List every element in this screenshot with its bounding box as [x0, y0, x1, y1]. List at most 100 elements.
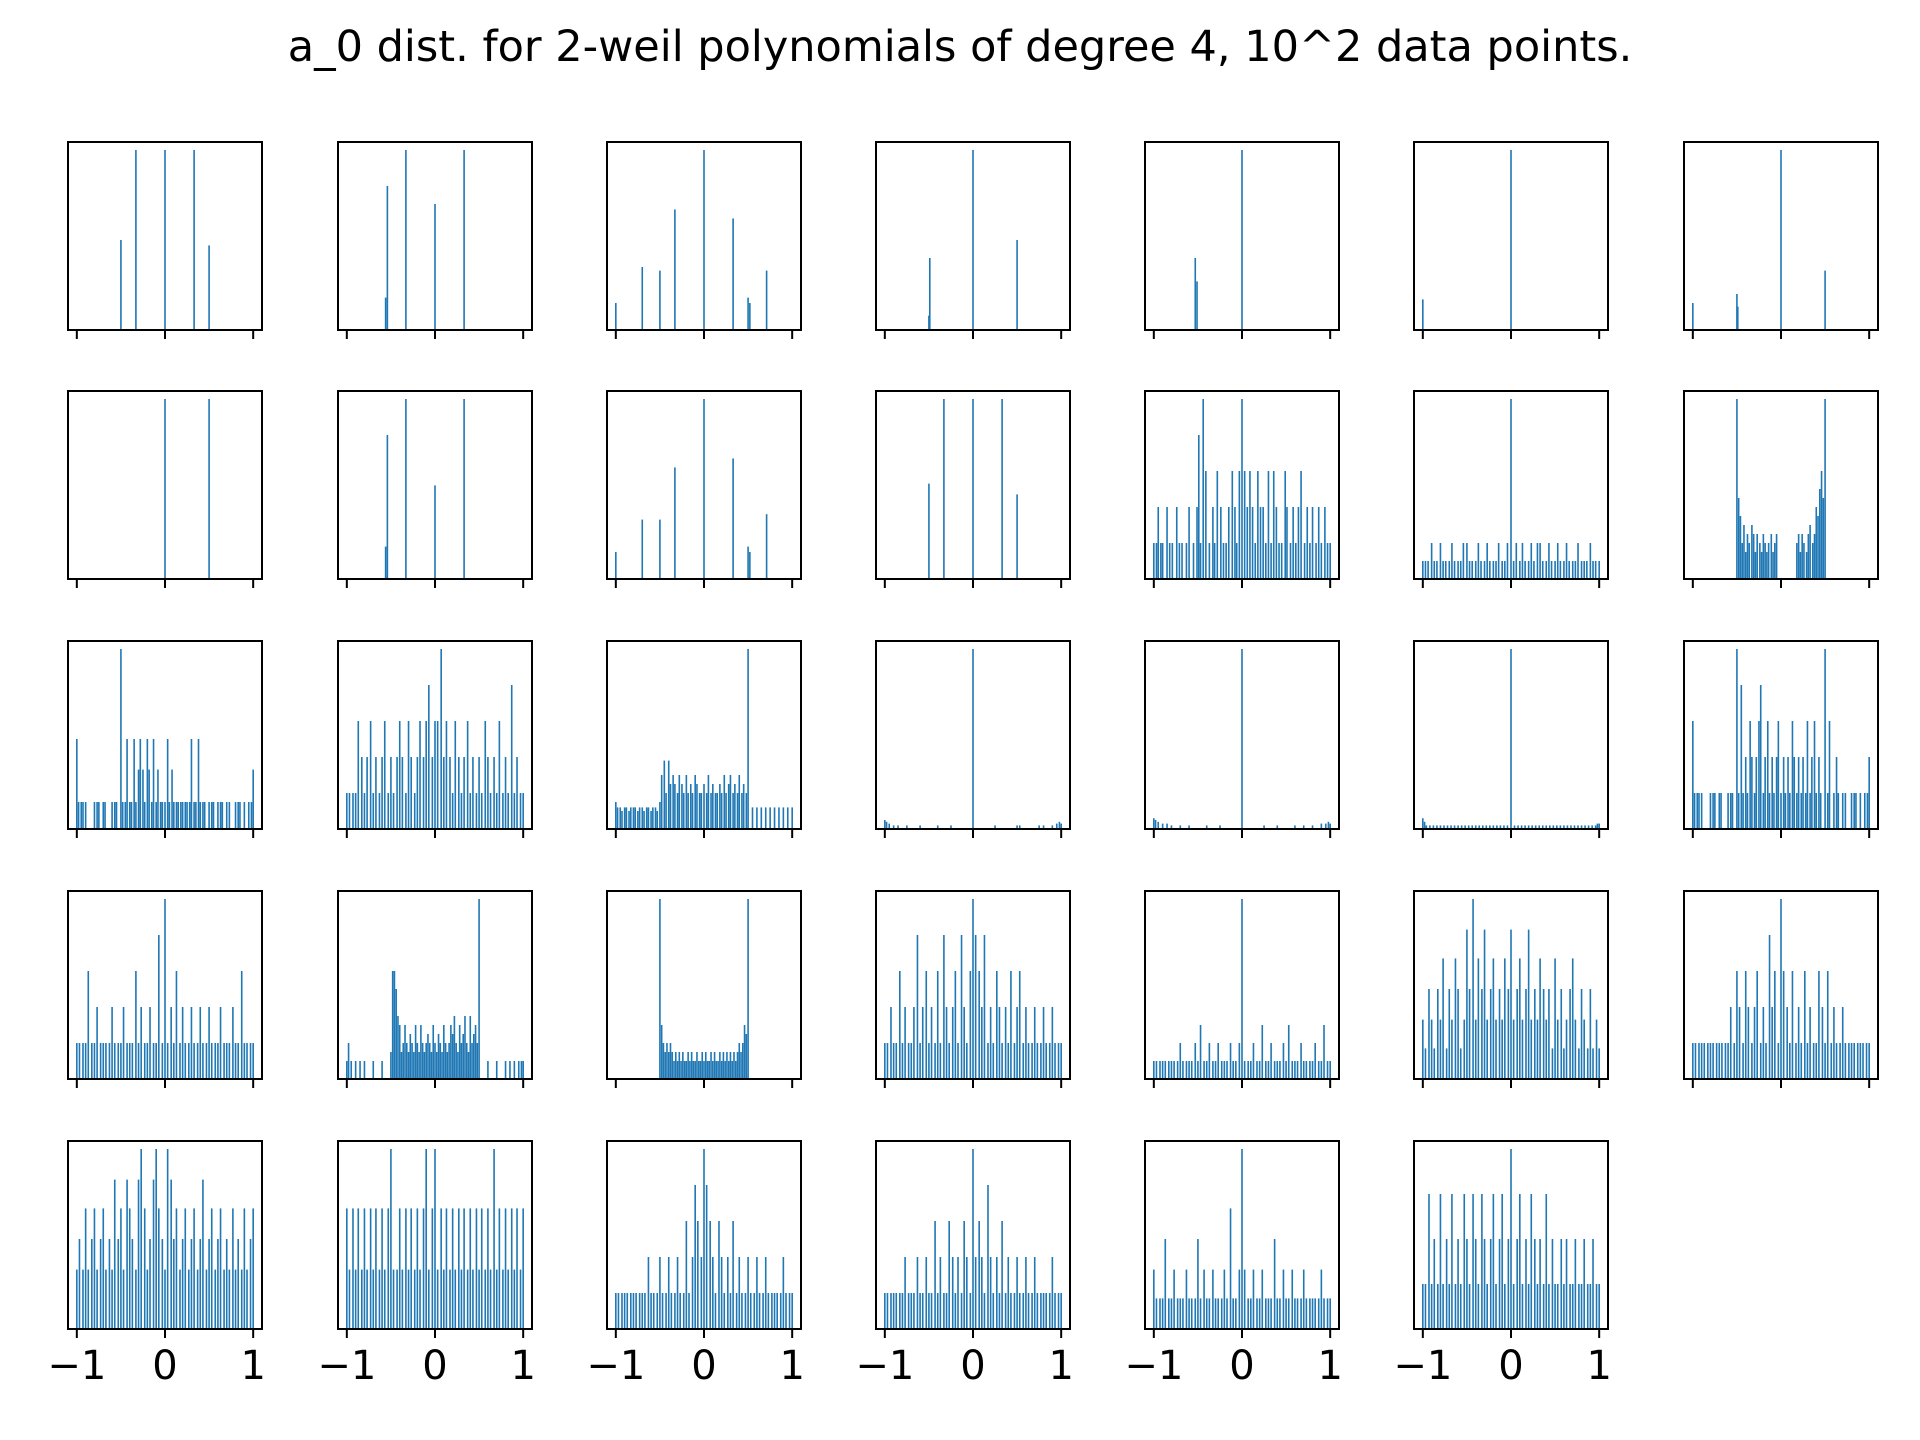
histogram-bar	[1504, 561, 1506, 579]
histogram-bar	[1256, 1061, 1258, 1079]
histogram-bar	[140, 1149, 142, 1329]
histogram-bar	[1238, 471, 1241, 579]
histogram-bar	[475, 1208, 478, 1329]
histogram-bar	[1492, 825, 1495, 829]
histogram-bar	[228, 1043, 231, 1079]
histogram-bar	[161, 1239, 164, 1329]
histogram-bar	[1556, 825, 1558, 829]
histogram-bar	[734, 1061, 737, 1079]
histogram-bar	[1294, 1061, 1296, 1079]
histogram-bar	[1279, 1061, 1281, 1079]
histogram-bar	[1324, 823, 1327, 829]
histogram-bar	[910, 1293, 913, 1329]
histogram-bar	[1554, 561, 1556, 579]
histogram-bar	[214, 1043, 217, 1079]
histogram-bar	[1762, 534, 1765, 579]
histogram-bar	[1492, 561, 1495, 579]
histogram-bar	[1004, 1293, 1007, 1329]
histogram-bar	[1425, 825, 1428, 829]
histogram-bar	[1185, 543, 1188, 579]
histogram-bar	[644, 1293, 646, 1329]
histogram-bar	[173, 802, 175, 829]
histogram-bar	[405, 150, 407, 330]
histogram-bar	[1804, 793, 1807, 829]
histogram-bar	[732, 1221, 734, 1329]
histogram-bar	[749, 552, 751, 579]
histogram-bar	[722, 1052, 725, 1079]
histogram-bar	[1536, 543, 1539, 579]
histogram-bar	[1539, 543, 1541, 579]
histogram-bar	[939, 1043, 942, 1079]
histogram-bar	[1744, 552, 1747, 579]
histogram-bar	[1241, 1149, 1243, 1329]
x-tick-label: −1	[47, 1343, 106, 1389]
histogram-bar	[1495, 561, 1497, 579]
histogram-bar	[440, 1208, 442, 1329]
histogram-bar	[1296, 1298, 1299, 1329]
histogram-bar	[425, 1149, 427, 1329]
histogram-bar	[1510, 1149, 1512, 1329]
histogram-bar	[347, 1043, 350, 1079]
histogram-bar	[199, 1007, 202, 1079]
histogram-bar	[1749, 721, 1751, 829]
histogram-bar	[727, 1061, 730, 1079]
histogram-bar	[420, 1025, 422, 1079]
histogram-bar	[175, 802, 178, 829]
histogram-bar	[1777, 721, 1780, 829]
histogram-bar	[348, 1269, 351, 1329]
histogram-bar	[1203, 1269, 1205, 1329]
histogram-bar	[1329, 1061, 1331, 1079]
histogram-bar	[458, 757, 460, 829]
histogram-bar	[1841, 793, 1844, 829]
histogram-bar	[690, 1052, 693, 1079]
histogram-bar	[193, 802, 195, 829]
histogram-bar	[1166, 507, 1168, 579]
histogram-bar	[1250, 1298, 1252, 1329]
histogram-bar	[1703, 1043, 1706, 1079]
x-tick-label: 1	[1048, 1343, 1073, 1389]
histogram-bar	[788, 1293, 791, 1329]
histogram-bar	[899, 971, 901, 1079]
histogram-bar	[1232, 1298, 1234, 1329]
histogram-bar	[1045, 1043, 1047, 1079]
histogram-bar	[682, 1052, 684, 1079]
histogram-bar	[981, 1007, 983, 1079]
histogram-bar	[720, 1061, 723, 1079]
histogram-bar	[1016, 1257, 1018, 1329]
histogram-bar	[513, 793, 516, 829]
histogram-bar	[615, 552, 617, 579]
histogram-bar	[1444, 561, 1447, 579]
histogram-bar	[1190, 1298, 1193, 1329]
histogram-bar	[397, 1016, 399, 1079]
histogram-bar	[637, 811, 639, 829]
histogram-bar	[1486, 1019, 1488, 1079]
histogram-bar	[471, 1043, 473, 1079]
histogram-bar	[431, 757, 434, 829]
histogram-bar	[987, 1185, 989, 1329]
histogram-bar	[1809, 1007, 1811, 1079]
histogram-bar	[974, 1257, 977, 1329]
histogram-bar	[623, 807, 626, 829]
histogram-bar	[1809, 525, 1811, 579]
histogram-bar	[972, 899, 974, 1079]
histogram-bar	[625, 807, 628, 829]
histogram-bar	[93, 802, 96, 829]
histogram-bar	[1173, 1269, 1175, 1329]
histogram-bar	[1302, 1061, 1305, 1079]
histogram-bar	[1317, 507, 1320, 579]
histogram-bar	[630, 807, 632, 829]
histogram-bar	[1168, 1061, 1170, 1079]
histogram-bar	[1570, 825, 1572, 829]
histogram-bar	[381, 1208, 383, 1329]
histogram-bar	[943, 935, 945, 1079]
histogram-bar	[667, 1052, 670, 1079]
histogram-bar	[1800, 1043, 1803, 1079]
histogram-bar	[400, 1052, 403, 1079]
histogram-bar	[1305, 1298, 1308, 1329]
histogram-bar	[76, 1043, 78, 1079]
histogram-bar	[1565, 543, 1568, 579]
histogram-bar	[1755, 757, 1758, 829]
histogram-bar	[1462, 543, 1465, 579]
histogram-bar	[663, 760, 666, 829]
